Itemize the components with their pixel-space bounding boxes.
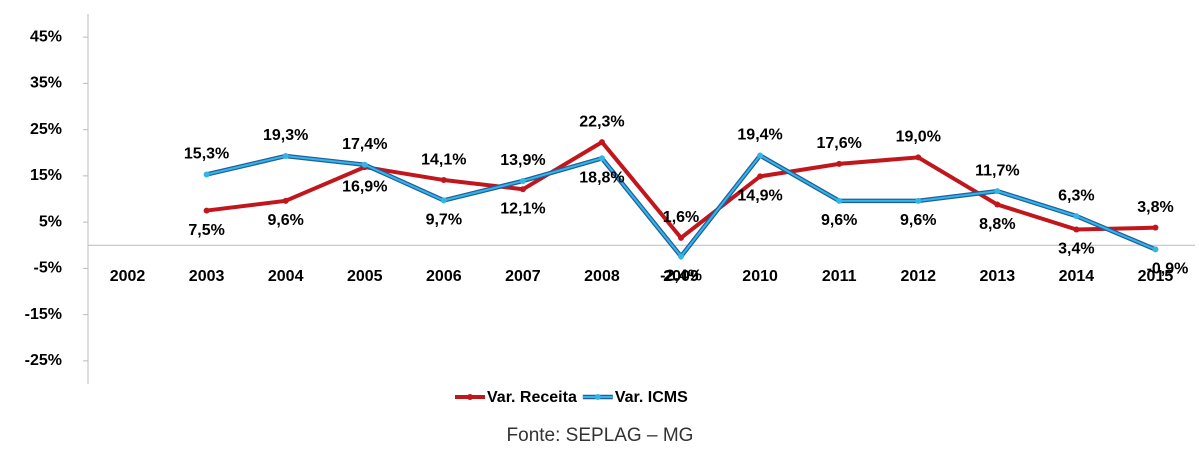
x-tick-label: 2011 xyxy=(822,268,857,285)
point xyxy=(598,139,605,146)
y-tick-label: 45% xyxy=(30,28,62,45)
point xyxy=(203,171,210,178)
point xyxy=(1073,226,1080,233)
data-label: 3,8% xyxy=(1137,199,1173,216)
data-label: 9,6% xyxy=(267,212,303,229)
point xyxy=(519,177,526,184)
data-label: 12,1% xyxy=(500,201,545,218)
data-label: 9,6% xyxy=(821,212,857,229)
x-tick-label: 2005 xyxy=(347,268,383,285)
data-label: 14,9% xyxy=(737,188,782,205)
data-label: 8,8% xyxy=(979,216,1015,233)
data-label: 1,6% xyxy=(663,209,699,226)
legend-dot xyxy=(467,394,473,400)
point xyxy=(282,152,289,159)
point xyxy=(440,177,447,184)
data-label: 18,8% xyxy=(579,170,624,187)
point xyxy=(519,186,526,193)
y-tick-label: 35% xyxy=(30,75,62,92)
point xyxy=(915,154,922,161)
legend-dot xyxy=(594,394,601,400)
data-label: 3,4% xyxy=(1058,241,1094,258)
point xyxy=(440,197,447,204)
data-label: 9,7% xyxy=(426,212,462,229)
x-tick-label: 2006 xyxy=(426,268,462,285)
point xyxy=(361,161,368,168)
data-label: 19,3% xyxy=(263,127,308,144)
x-tick-label: 2002 xyxy=(110,268,146,285)
x-tick-label: 2008 xyxy=(584,268,620,285)
data-label: 9,6% xyxy=(900,212,936,229)
x-tick-label: 2015 xyxy=(1138,268,1174,285)
point xyxy=(915,197,922,204)
legend-label: Var. ICMS xyxy=(615,389,688,406)
point xyxy=(678,234,685,241)
data-label: -2,4% xyxy=(660,268,702,285)
y-tick-label: 5% xyxy=(39,213,62,230)
legend-label: Var. Receita xyxy=(487,389,577,406)
data-label: 19,0% xyxy=(896,129,941,146)
x-tick-label: 2012 xyxy=(900,268,936,285)
point xyxy=(994,188,1001,195)
x-tick-label: 2004 xyxy=(268,268,304,285)
point xyxy=(836,197,843,204)
y-tick-label: -5% xyxy=(34,260,62,277)
point xyxy=(203,207,210,214)
data-label: 7,5% xyxy=(188,222,224,239)
point xyxy=(598,155,605,162)
data-label: 13,9% xyxy=(500,152,545,169)
point xyxy=(1073,213,1080,220)
point xyxy=(836,160,843,167)
x-tick-label: 2013 xyxy=(980,268,1016,285)
x-tick-label: 2007 xyxy=(505,268,541,285)
point xyxy=(994,201,1001,208)
point xyxy=(1152,224,1159,231)
y-tick-label: -15% xyxy=(25,306,62,323)
data-label: 22,3% xyxy=(579,113,624,130)
x-tick-label: 2009 xyxy=(663,268,699,285)
y-tick-label: 15% xyxy=(30,167,62,184)
x-tick-label: 2010 xyxy=(742,268,778,285)
point xyxy=(757,173,764,180)
x-tick-label: 2014 xyxy=(1059,268,1095,285)
data-label: 6,3% xyxy=(1058,187,1094,204)
data-label: 11,7% xyxy=(975,162,1019,179)
data-label: 15,3% xyxy=(184,146,229,163)
x-tick-label: 2003 xyxy=(189,268,225,285)
point xyxy=(1152,246,1159,253)
data-label: -0,9% xyxy=(1147,261,1189,278)
y-tick-label: -25% xyxy=(25,352,62,369)
data-label: 16,9% xyxy=(342,178,387,195)
y-tick-label: 25% xyxy=(30,121,62,138)
point xyxy=(282,197,289,204)
data-label: 17,4% xyxy=(342,136,387,153)
point xyxy=(757,152,764,159)
data-label: 17,6% xyxy=(816,135,861,152)
data-label: 19,4% xyxy=(737,127,782,144)
data-label: 14,1% xyxy=(421,151,466,168)
point xyxy=(678,253,685,260)
source-note: Fonte: SEPLAG – MG xyxy=(507,425,694,446)
